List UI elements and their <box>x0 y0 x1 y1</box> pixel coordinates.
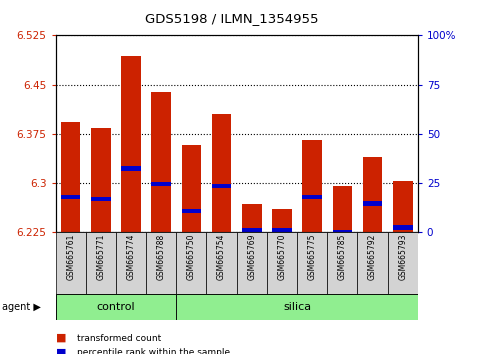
Bar <box>302 195 322 199</box>
Bar <box>146 232 176 294</box>
Bar <box>242 204 262 232</box>
Bar <box>212 184 231 188</box>
Bar <box>176 294 418 320</box>
Bar <box>91 129 111 232</box>
Bar <box>272 228 292 232</box>
Bar <box>176 232 207 294</box>
Bar <box>182 145 201 232</box>
Text: ■: ■ <box>56 333 66 343</box>
Text: GSM665770: GSM665770 <box>277 234 286 280</box>
Bar <box>267 232 297 294</box>
Bar <box>151 92 171 232</box>
Bar <box>393 182 412 232</box>
Text: transformed count: transformed count <box>77 333 161 343</box>
Text: percentile rank within the sample: percentile rank within the sample <box>77 348 230 354</box>
Text: GSM665761: GSM665761 <box>66 234 75 280</box>
Bar <box>207 232 237 294</box>
Bar <box>363 201 383 206</box>
Bar <box>86 232 116 294</box>
Bar <box>182 209 201 213</box>
Text: GSM665792: GSM665792 <box>368 234 377 280</box>
Text: GSM665793: GSM665793 <box>398 234 407 280</box>
Bar <box>121 166 141 171</box>
Bar <box>297 232 327 294</box>
Text: GSM665750: GSM665750 <box>187 234 196 280</box>
Bar <box>242 228 262 232</box>
Bar <box>332 186 352 232</box>
Text: GSM665754: GSM665754 <box>217 234 226 280</box>
Text: control: control <box>97 302 135 312</box>
Bar <box>61 195 81 199</box>
Bar <box>357 232 388 294</box>
Bar <box>121 56 141 232</box>
Text: agent ▶: agent ▶ <box>2 302 41 312</box>
Text: ■: ■ <box>56 347 66 354</box>
Bar <box>61 122 81 232</box>
Bar <box>332 230 352 234</box>
Text: GSM665769: GSM665769 <box>247 234 256 280</box>
Text: silica: silica <box>283 302 311 312</box>
Bar <box>272 209 292 232</box>
Bar <box>327 232 357 294</box>
Bar <box>302 140 322 232</box>
Text: GSM665785: GSM665785 <box>338 234 347 280</box>
Text: GSM665771: GSM665771 <box>96 234 105 280</box>
Bar <box>91 197 111 201</box>
Bar <box>56 232 86 294</box>
Text: GSM665775: GSM665775 <box>308 234 317 280</box>
Text: GDS5198 / ILMN_1354955: GDS5198 / ILMN_1354955 <box>145 12 319 25</box>
Bar <box>363 156 383 232</box>
Text: GSM665774: GSM665774 <box>127 234 136 280</box>
Bar <box>237 232 267 294</box>
Bar <box>388 232 418 294</box>
Bar <box>151 182 171 186</box>
Bar <box>56 294 176 320</box>
Bar <box>393 225 412 230</box>
Bar <box>116 232 146 294</box>
Bar <box>212 114 231 232</box>
Text: GSM665788: GSM665788 <box>156 234 166 280</box>
